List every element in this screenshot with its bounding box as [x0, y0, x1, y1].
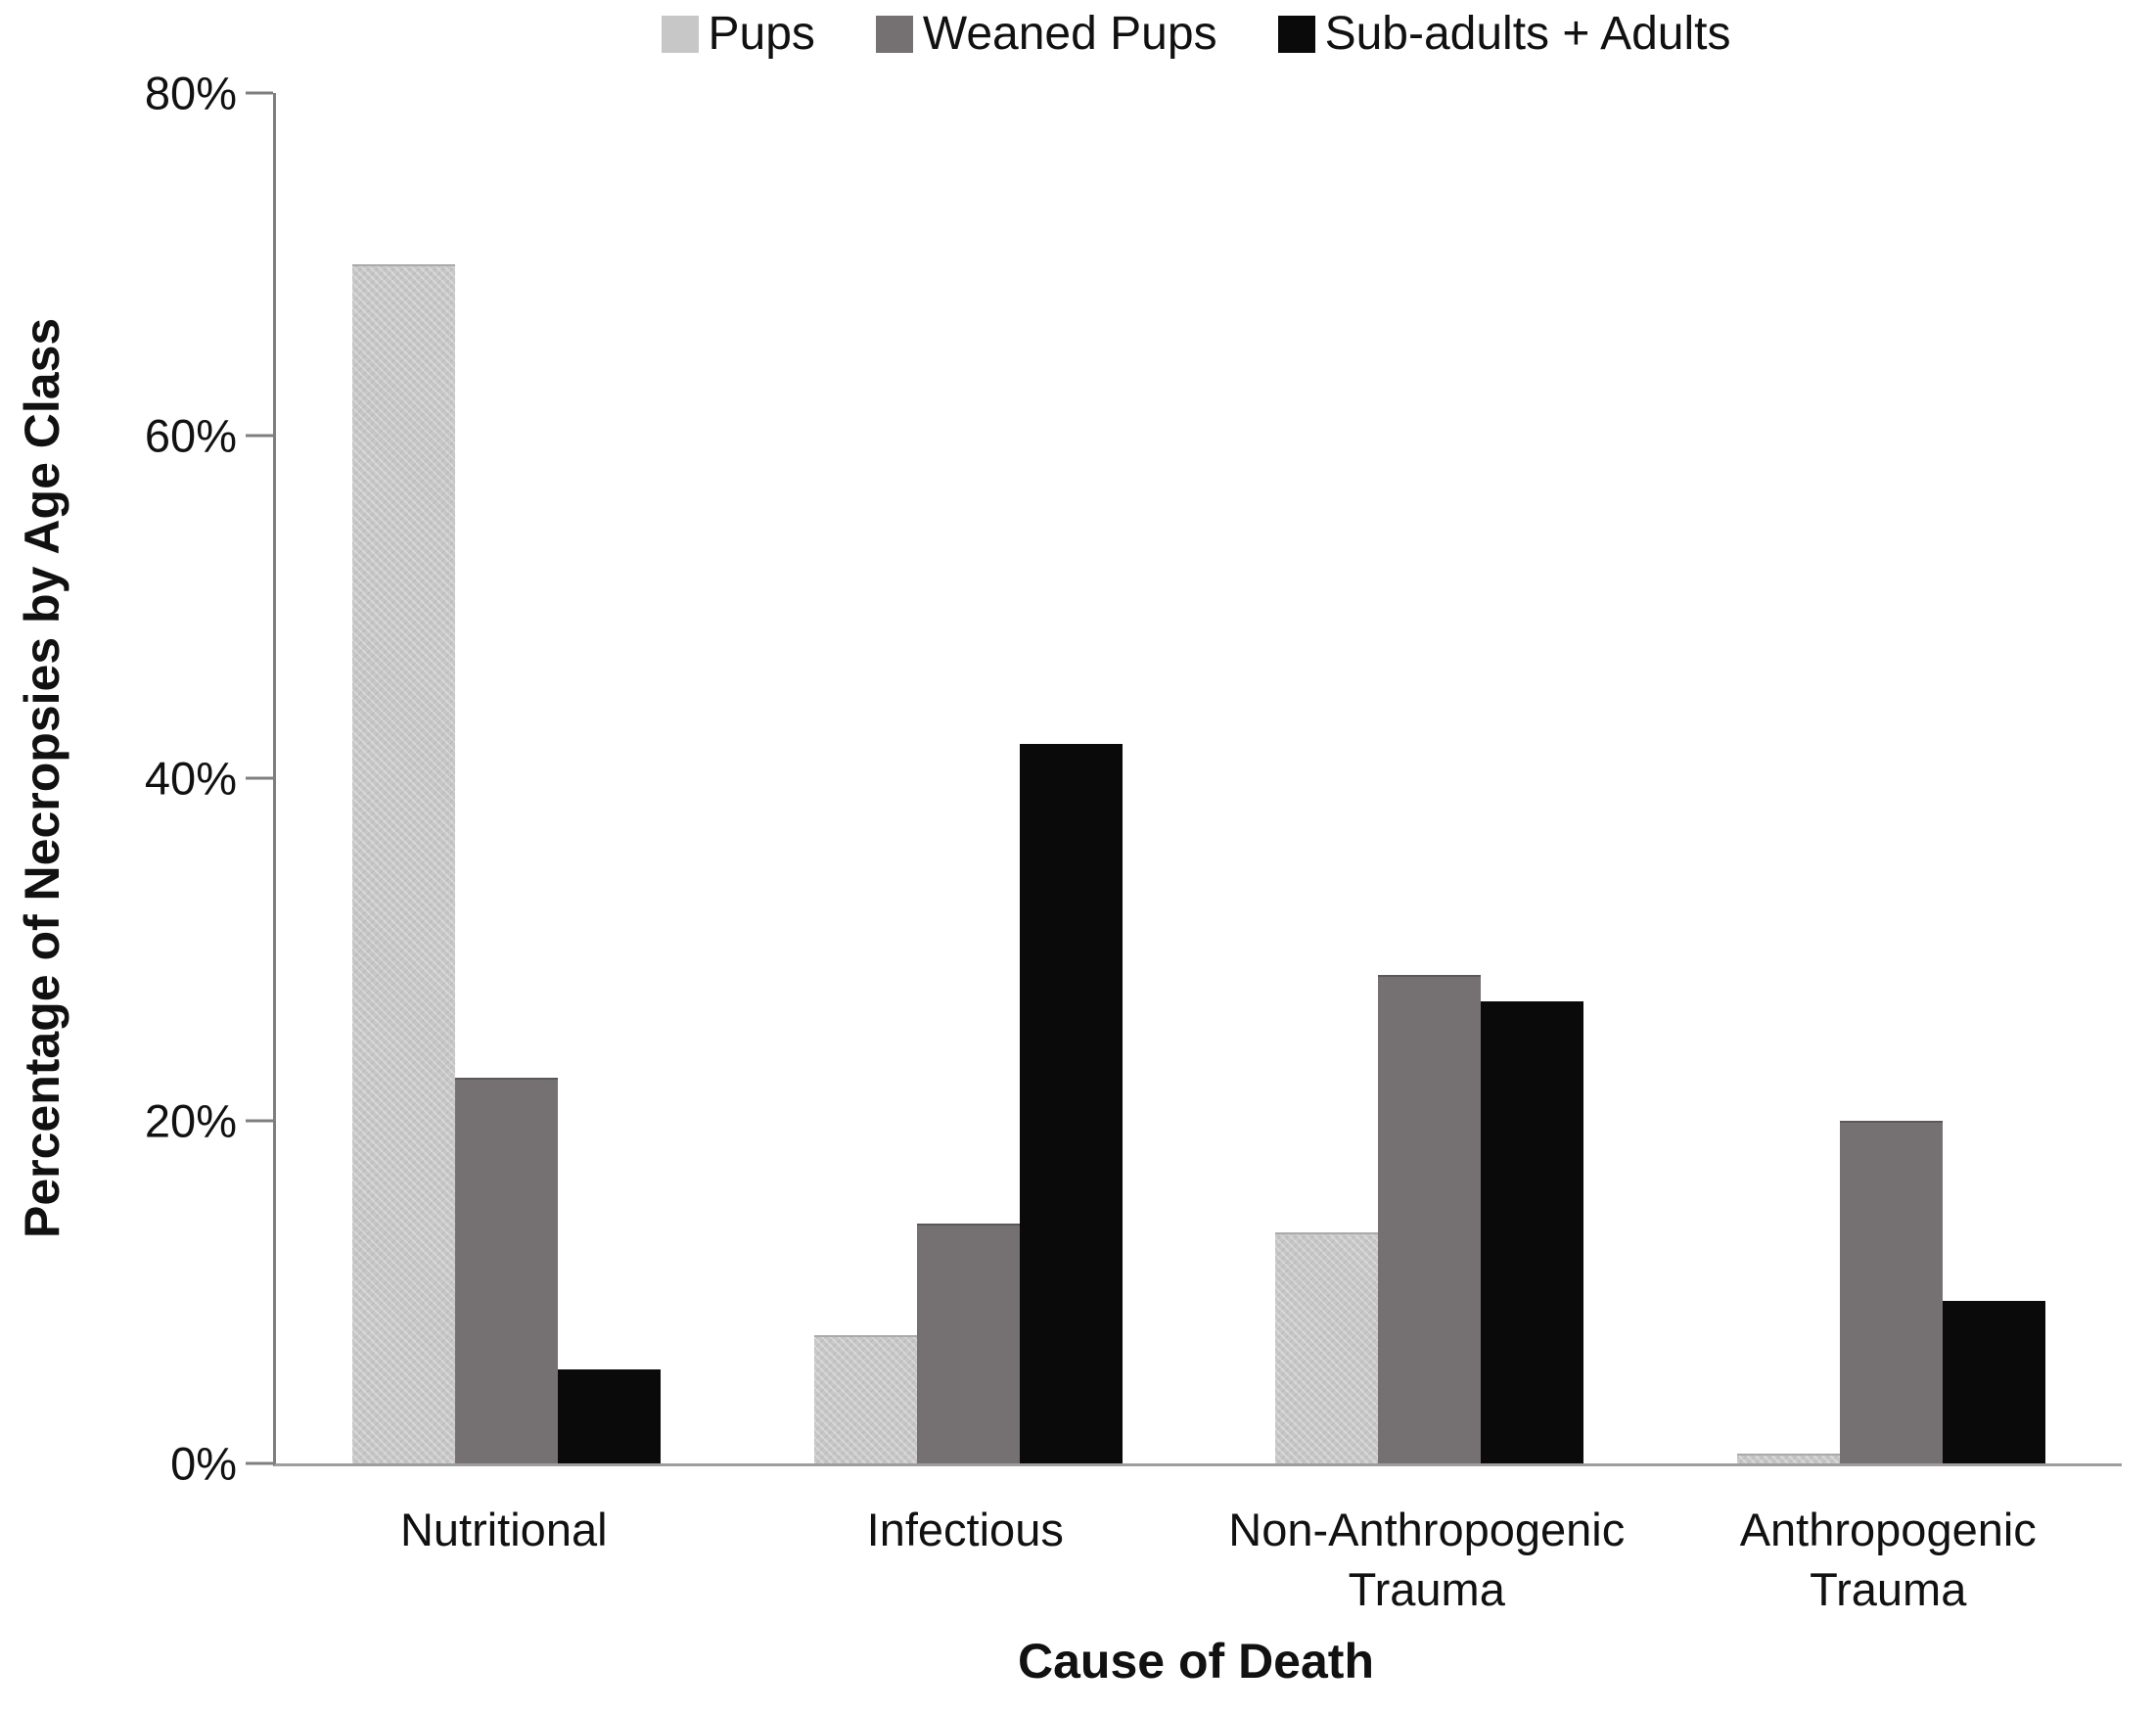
legend-swatch-pups: [661, 16, 699, 53]
bar-nutritional-pups: [352, 264, 456, 1463]
x-axis-category-labels: Nutritional Infectious Non-Anthropogenic T…: [273, 1500, 2119, 1619]
y-tick-mark-20: [246, 1119, 273, 1123]
legend-swatch-sub-adults-adults: [1277, 16, 1315, 53]
bar-anthropogenic-trauma-sub-adults-adults: [1942, 1300, 2045, 1463]
legend-swatch-weaned-pups: [875, 16, 913, 53]
plot-area: 0% 20% 40% 60% 80%: [145, 70, 2123, 1487]
bar-infectious-sub-adults-adults: [1019, 744, 1123, 1463]
legend-item-sub-adults-adults: Sub-adults + Adults: [1277, 8, 1731, 60]
y-tick-mark-40: [246, 776, 273, 780]
y-tick-label-0: 0%: [170, 1437, 237, 1490]
legend-label-pups: Pups: [708, 8, 815, 60]
bar-non-anthropogenic-trauma-weaned-pups: [1378, 975, 1482, 1463]
legend: Pups Weaned Pups Sub-adults + Adults: [273, 2, 2119, 67]
y-tick-mark-0: [246, 1461, 273, 1465]
bar-infectious-weaned-pups: [916, 1224, 1020, 1463]
legend-item-weaned-pups: Weaned Pups: [875, 8, 1217, 60]
bar-nutritional-sub-adults-adults: [558, 1368, 662, 1463]
bar-anthropogenic-trauma-pups: [1736, 1453, 1840, 1463]
x-label-infectious: Infectious: [866, 1504, 1064, 1555]
y-tick-mark-60: [246, 434, 273, 438]
bar-non-anthropogenic-trauma-sub-adults-adults: [1481, 1000, 1584, 1463]
bar-group-anthropogenic-trauma: [1661, 93, 2123, 1463]
y-tick-mark-80: [246, 91, 273, 95]
y-tick-label-80: 80%: [144, 67, 237, 119]
legend-label-sub-adults-adults: Sub-adults + Adults: [1324, 8, 1731, 60]
bar-group-non-anthropogenic-trauma: [1199, 93, 1661, 1463]
x-axis-title: Cause of Death: [1018, 1634, 1374, 1689]
y-tick-label-60: 60%: [144, 409, 237, 462]
x-label-non-anthropogenic-trauma: Non-Anthropogenic Trauma: [1228, 1504, 1626, 1616]
x-label-nutritional: Nutritional: [399, 1504, 608, 1555]
legend-label-weaned-pups: Weaned Pups: [922, 8, 1217, 60]
legend-item-pups: Pups: [661, 8, 815, 60]
bar-anthropogenic-trauma-weaned-pups: [1839, 1121, 1943, 1463]
y-tick-label-20: 20%: [144, 1094, 237, 1147]
bar-group-infectious: [738, 93, 1200, 1463]
bar-non-anthropogenic-trauma-pups: [1275, 1231, 1379, 1463]
x-label-anthropogenic-trauma: Anthropogenic Trauma: [1739, 1504, 2037, 1616]
bar-nutritional-weaned-pups: [455, 1078, 559, 1463]
y-tick-label-40: 40%: [144, 752, 237, 805]
bar-infectious-pups: [813, 1334, 917, 1463]
bar-group-nutritional: [276, 93, 738, 1463]
